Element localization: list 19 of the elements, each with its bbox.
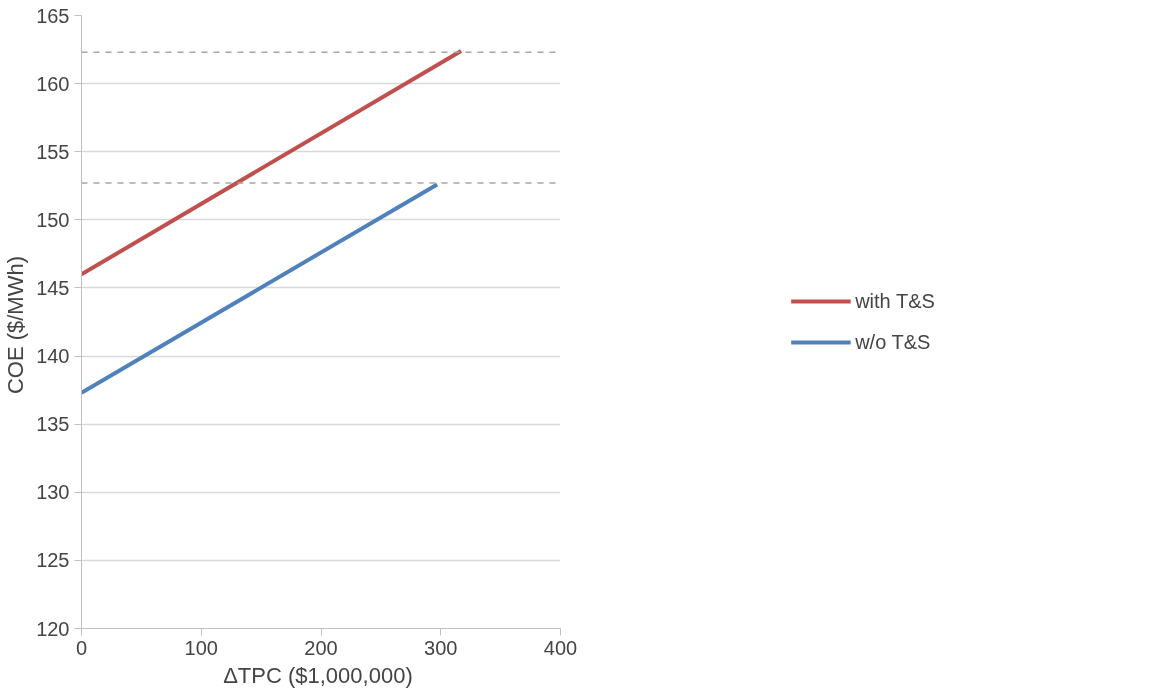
y-tick-label: 145 (36, 276, 70, 299)
y-tick-label: 135 (36, 413, 70, 436)
x-tick-label: 300 (424, 636, 458, 659)
y-tick-label: 165 (36, 4, 70, 27)
y-axis-title: COE ($/MWh) (3, 255, 29, 395)
y-tick-label: 160 (36, 72, 70, 95)
y-tick-label: 130 (36, 481, 70, 504)
y-tick-label: 120 (36, 617, 70, 640)
legend-label: w/o T&S (855, 330, 931, 354)
y-tick-label: 125 (36, 549, 70, 572)
x-tick-label: 200 (304, 636, 338, 659)
y-tick-label: 155 (36, 140, 70, 163)
x-tick-label: 400 (543, 636, 578, 659)
x-axis-title: ΔTPC ($1,000,000) (223, 662, 413, 688)
x-tick-label: 0 (75, 636, 88, 659)
legend-label: with T&S (855, 289, 935, 313)
x-tick-label: 100 (184, 636, 218, 659)
y-tick-label: 150 (36, 208, 70, 231)
y-tick-label: 140 (36, 345, 70, 368)
